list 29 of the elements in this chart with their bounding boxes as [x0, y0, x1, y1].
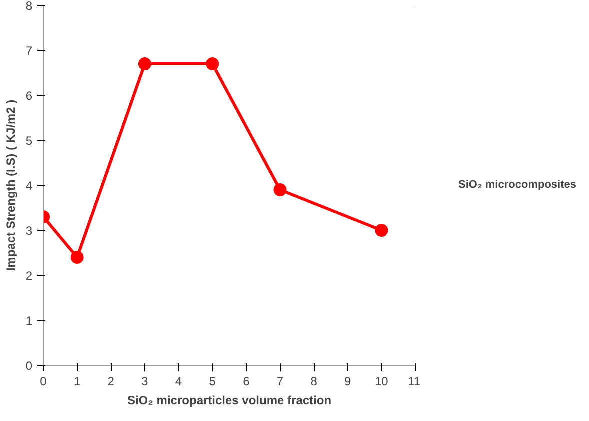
x-tick-label: 2: [108, 374, 115, 388]
y-tick-label: 8: [26, 0, 33, 13]
x-tick-label: 0: [40, 374, 48, 388]
y-tick-label: 4: [26, 179, 33, 193]
y-tick-label: 7: [26, 44, 33, 58]
x-tick-label: 3: [142, 374, 149, 388]
x-tick-label: 11: [408, 374, 421, 388]
x-tick-label: 4: [175, 374, 182, 388]
y-tick-label: 6: [26, 89, 33, 103]
y-tick-label: 3: [26, 224, 33, 238]
y-axis-title: Impact Strength (I.S) ( KJ/m2 ): [4, 100, 18, 272]
point: [206, 58, 220, 70]
y-tick-label: 1: [26, 314, 33, 328]
text: SiO₂ microcomposites: [458, 179, 576, 191]
point: [138, 58, 152, 70]
x-tick-label: 5: [209, 374, 216, 388]
x-tick-label: 7: [276, 374, 284, 388]
point: [274, 184, 287, 196]
point: [375, 224, 388, 237]
y-tick-label: 2: [26, 269, 33, 283]
x-tick-label: 1: [74, 374, 81, 388]
x-axis-title: SiO₂ microparticles volume fraction: [127, 394, 332, 408]
x-tick-label: 6: [243, 374, 250, 388]
y-tick-label: 0: [26, 359, 33, 373]
y-tick-label: 5: [26, 134, 33, 148]
x-tick-label: 9: [344, 374, 352, 388]
x-tick-label: 8: [310, 374, 318, 388]
point: [70, 251, 84, 264]
x-tick-label: 10: [375, 374, 389, 388]
